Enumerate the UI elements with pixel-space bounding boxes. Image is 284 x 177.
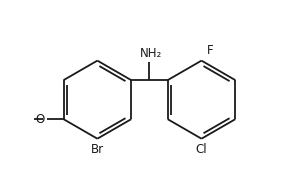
Text: NH₂: NH₂ — [140, 47, 162, 60]
Text: F: F — [207, 44, 214, 57]
Text: O: O — [35, 113, 45, 126]
Text: Cl: Cl — [196, 143, 207, 156]
Text: Br: Br — [91, 143, 104, 156]
